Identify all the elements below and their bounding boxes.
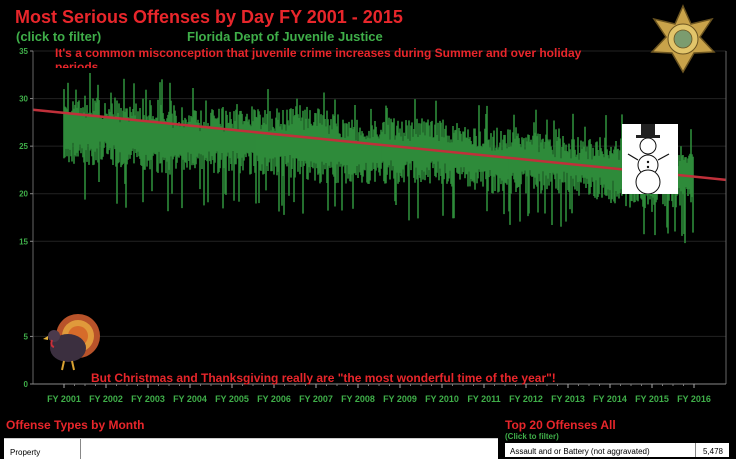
trend-line <box>32 108 727 182</box>
x-tick-label: FY 2009 <box>383 394 417 404</box>
grid-lines <box>33 50 726 385</box>
x-tick-label: FY 2014 <box>593 394 627 404</box>
offense-types-table[interactable]: Property <box>4 438 498 459</box>
filter-hint[interactable]: (click to filter) <box>16 29 102 44</box>
x-tick-label: FY 2016 <box>677 394 711 404</box>
x-tick-label: FY 2008 <box>341 394 375 404</box>
x-axis: FY 2001 FY 2002 FY 2003 FY 2004 FY 2005 FY 20… <box>33 383 726 404</box>
y-tick-label: 25 <box>19 142 28 151</box>
y-tick-label: 15 <box>19 237 28 246</box>
y-tick-label: 5 <box>24 332 29 341</box>
x-tick-label: FY 2010 <box>425 394 459 404</box>
page-title: Most Serious Offenses by Day FY 2001 - 2… <box>15 7 403 27</box>
x-tick-label: FY 2001 <box>47 394 81 404</box>
x-tick-label: FY 2003 <box>131 394 165 404</box>
x-tick-label: FY 2007 <box>299 394 333 404</box>
snowman-icon <box>627 124 670 195</box>
x-tick-label: FY 2005 <box>215 394 249 404</box>
x-tick-label: FY 2011 <box>467 394 500 404</box>
x-tick-label: FY 2012 <box>509 394 543 404</box>
y-tick-label: 35 <box>19 47 28 56</box>
x-tick-label: FY 2006 <box>257 394 291 404</box>
offense-label: Assault and or Battery (not aggravated) <box>510 447 650 456</box>
sheriff-star-badge-icon <box>650 4 716 74</box>
x-tick-label: FY 2013 <box>551 394 585 404</box>
agency-name: Florida Dept of Juvenile Justice <box>187 29 383 44</box>
turkey-icon <box>43 314 100 371</box>
y-tick-label: 0 <box>24 380 29 389</box>
top-offenses-table[interactable]: Assault and or Battery (not aggravated) … <box>505 443 729 457</box>
annotation-bottom: But Christmas and Thanksgiving really ar… <box>91 371 556 385</box>
x-tick-label: FY 2002 <box>89 394 123 404</box>
annotation-top: It's a common misconception that juvenil… <box>55 46 582 68</box>
top-offenses-filter-hint[interactable]: (Click to filter) <box>505 432 559 441</box>
offense-types-title: Offense Types by Month <box>6 418 145 432</box>
column-divider <box>80 439 81 459</box>
row-label: Property <box>10 448 41 457</box>
column-divider <box>695 443 696 457</box>
table-row[interactable]: Property <box>4 439 498 459</box>
x-tick-label: FY 2004 <box>173 394 207 404</box>
x-tick-label: FY 2015 <box>635 394 669 404</box>
offense-count: 5,478 <box>702 447 723 456</box>
top-offenses-title: Top 20 Offenses All <box>505 418 616 432</box>
y-axis: 0 5 15 20 25 30 35 <box>19 47 727 389</box>
y-tick-label: 30 <box>19 95 28 104</box>
y-tick-label: 20 <box>19 190 28 199</box>
snowman-panel <box>622 124 678 195</box>
